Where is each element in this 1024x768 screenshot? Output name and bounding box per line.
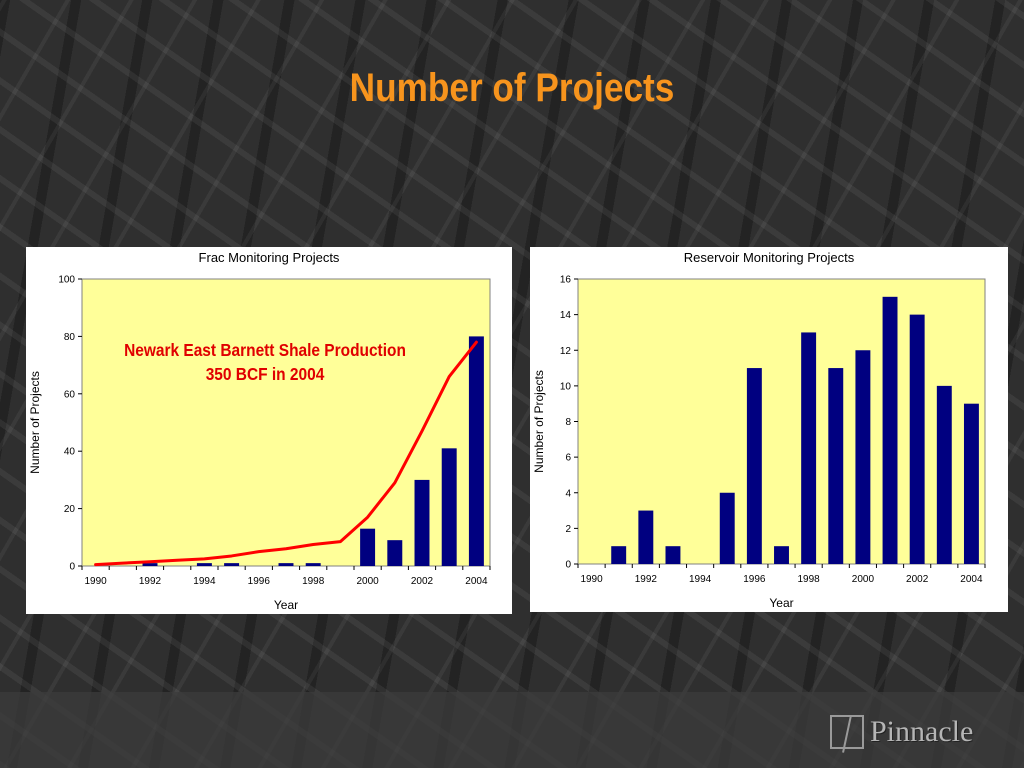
bar-2003 xyxy=(441,448,457,566)
y-tick-label: 6 xyxy=(565,453,571,464)
bar-1995 xyxy=(719,492,735,564)
x-tick-label: 1990 xyxy=(580,574,603,585)
bar-1997 xyxy=(278,563,294,566)
frac-chart-panel: Frac Monitoring Projects 0 20 40 60 80 100 1990… xyxy=(26,247,512,614)
y-tick-label: 0 xyxy=(565,560,571,571)
y-tick-label: 8 xyxy=(565,417,571,428)
y-axis-label: Number of Projects xyxy=(532,370,546,473)
bar-2002 xyxy=(909,314,925,564)
x-tick-label: 1992 xyxy=(635,574,658,585)
x-tick-label: 2002 xyxy=(906,574,929,585)
x-tick-label: 2004 xyxy=(960,574,983,585)
x-tick-label: 1998 xyxy=(302,576,325,587)
x-tick-label: 2000 xyxy=(852,574,875,585)
x-tick-label: 1990 xyxy=(84,576,107,587)
reservoir-chart-panel: Reservoir Monitoring Projects 0 2 4 6 8 10 12 14… xyxy=(530,247,1008,612)
annotation-line-2: 350 BCF in 2004 xyxy=(206,364,325,384)
y-tick-label: 12 xyxy=(560,346,572,357)
bar-2004 xyxy=(468,336,484,566)
y-tick-label: 4 xyxy=(565,488,571,499)
pinnacle-logo: Pinnacle xyxy=(830,712,1000,752)
x-axis-label: Year xyxy=(274,598,298,612)
bar-1992 xyxy=(638,510,654,564)
y-tick-label: 0 xyxy=(69,562,75,573)
bar-2000 xyxy=(855,350,871,564)
x-axis-label: Year xyxy=(769,596,793,610)
annotation-line-1: Newark East Barnett Shale Production xyxy=(124,340,406,360)
bar-1997 xyxy=(774,546,789,564)
y-tick-label: 14 xyxy=(560,310,572,321)
bar-1992 xyxy=(142,563,158,566)
x-tick-label: 1992 xyxy=(139,576,162,587)
x-tick-label: 1994 xyxy=(689,574,712,585)
y-tick-label: 80 xyxy=(64,332,76,343)
y-tick-label: 100 xyxy=(58,275,75,286)
bar-1991 xyxy=(611,546,627,564)
frac-monitoring-chart: Frac Monitoring Projects 0 20 40 60 80 100 1990… xyxy=(28,250,491,612)
bar-2004 xyxy=(963,403,979,564)
reservoir-monitoring-chart: Reservoir Monitoring Projects 0 2 4 6 8 10 12 14… xyxy=(532,250,986,610)
y-tick-label: 60 xyxy=(64,389,76,400)
bar-2001 xyxy=(882,296,898,564)
bar-2002 xyxy=(414,479,430,566)
slide-title: Number of Projects xyxy=(349,66,675,110)
y-tick-label: 16 xyxy=(560,275,572,286)
bar-1995 xyxy=(224,563,240,566)
bar-2001 xyxy=(387,540,403,566)
pinnacle-logo-mark-icon xyxy=(830,715,864,749)
x-tick-label: 1996 xyxy=(248,576,271,587)
y-axis-label: Number of Projects xyxy=(28,371,42,474)
chart-title: Frac Monitoring Projects xyxy=(199,250,340,265)
x-tick-label: 2004 xyxy=(465,576,488,587)
bar-2003 xyxy=(936,385,952,564)
bar-1993 xyxy=(665,546,681,564)
bar-1999 xyxy=(828,368,844,564)
bar-1998 xyxy=(305,563,321,566)
y-tick-label: 20 xyxy=(64,504,76,515)
bar-1996 xyxy=(746,368,762,564)
x-tick-label: 2000 xyxy=(356,576,379,587)
chart-title: Reservoir Monitoring Projects xyxy=(684,250,855,265)
production-trend-line xyxy=(94,340,478,567)
x-tick-label: 1994 xyxy=(193,576,216,587)
x-tick-label: 1998 xyxy=(798,574,821,585)
bar-2000 xyxy=(360,528,376,566)
x-tick-label: 1996 xyxy=(743,574,766,585)
y-tick-label: 2 xyxy=(565,524,571,535)
y-tick-label: 40 xyxy=(64,447,76,458)
y-tick-label: 10 xyxy=(560,381,572,392)
x-tick-label: 2002 xyxy=(411,576,434,587)
bar-1998 xyxy=(801,332,817,564)
pinnacle-logo-text: Pinnacle xyxy=(870,715,974,748)
bar-1994 xyxy=(196,563,212,566)
